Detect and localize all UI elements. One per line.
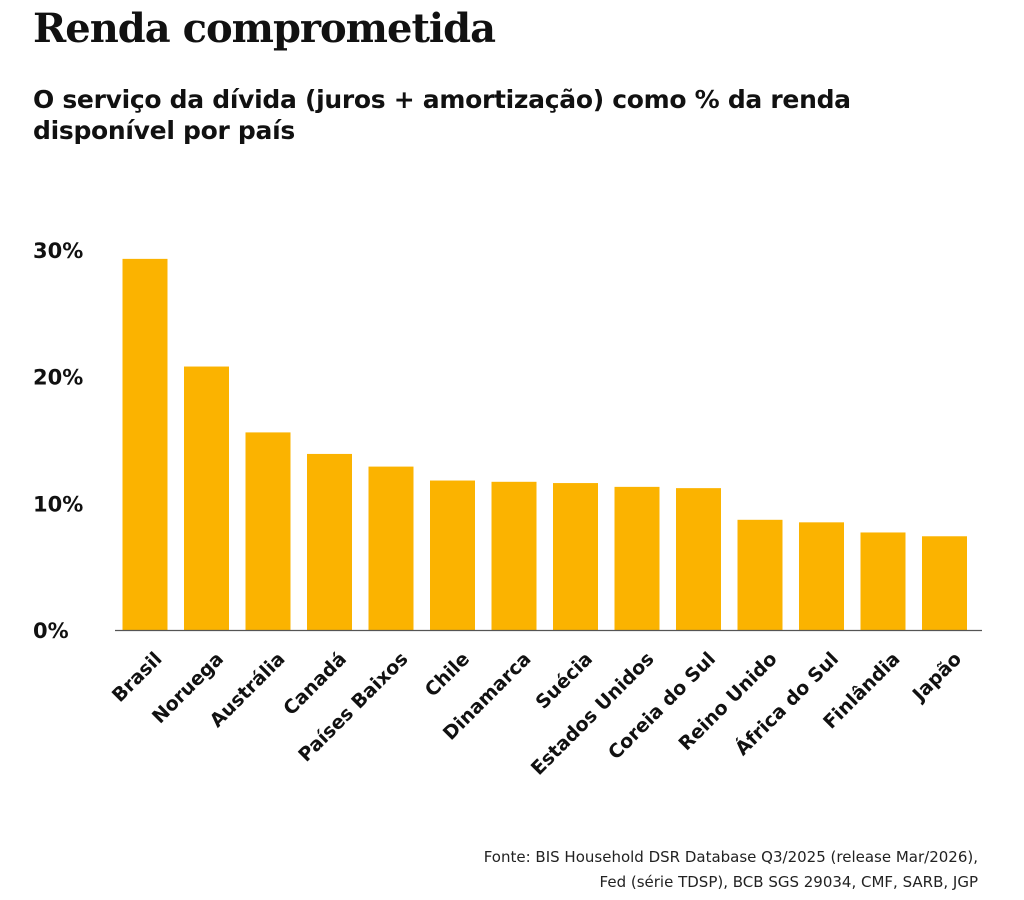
bar (737, 519, 783, 630)
bar (491, 481, 537, 630)
bar (184, 366, 229, 630)
source-note: Fonte: BIS Household DSR Database Q3/202… (278, 845, 978, 895)
x-category-label: África do Sul (730, 647, 843, 760)
bar (553, 483, 598, 630)
bar (368, 466, 414, 630)
bar (922, 536, 967, 630)
x-category-label: Brasil (108, 648, 167, 707)
x-category-label: Países Baixos (294, 648, 412, 766)
source-line-2: Fed (série TDSP), BCB SGS 29034, CMF, SA… (599, 873, 978, 891)
x-category-label: Japão (907, 648, 966, 707)
bar (676, 488, 721, 630)
source-line-1: Fonte: BIS Household DSR Database Q3/202… (483, 848, 978, 866)
y-axis-ticks: 0% 10% 20% 30% (33, 239, 83, 643)
bar (614, 486, 660, 630)
bar (122, 258, 168, 630)
y-tick-label: 30% (33, 239, 83, 263)
y-tick-label: 10% (33, 492, 83, 516)
chart-title: Renda comprometida (33, 5, 496, 52)
bar (860, 532, 906, 630)
bar (799, 522, 844, 630)
bar (245, 432, 291, 630)
x-category-label: Chile (421, 648, 474, 701)
chart-subtitle: O serviço da dívida (juros + amortização… (33, 85, 851, 145)
x-category-label: Coreia do Sul (604, 648, 720, 764)
y-tick-label: 0% (33, 619, 69, 643)
y-tick-label: 20% (33, 366, 83, 390)
bar (307, 453, 352, 630)
bar (430, 480, 475, 630)
bars-group (122, 258, 967, 630)
